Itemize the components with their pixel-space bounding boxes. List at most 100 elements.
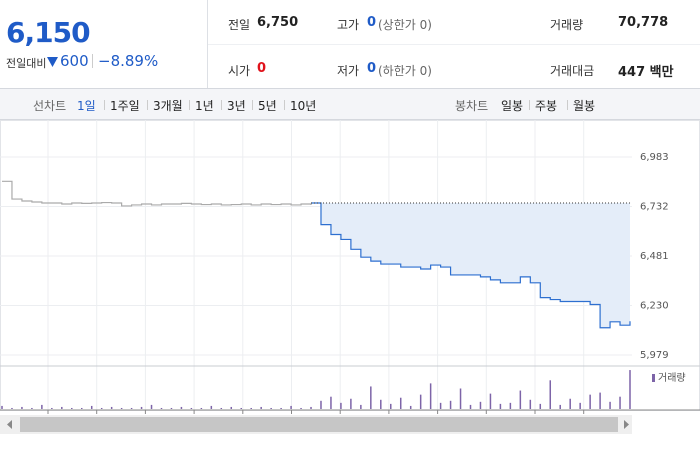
period-tab[interactable]: 1일 bbox=[77, 99, 96, 113]
volume-bar bbox=[519, 390, 522, 409]
period-tab[interactable]: 1주일 bbox=[110, 99, 140, 113]
volume-bar bbox=[559, 404, 561, 409]
volume-bar bbox=[399, 397, 402, 409]
volume-bar bbox=[380, 399, 382, 409]
period-tab[interactable]: 1년 bbox=[195, 99, 214, 113]
volume-bar bbox=[230, 406, 233, 409]
stat-label: 고가 bbox=[337, 18, 360, 32]
y-tick-label: 6,481 bbox=[640, 251, 669, 262]
separator bbox=[147, 100, 148, 110]
volume-bar bbox=[599, 392, 601, 409]
volume-bar bbox=[340, 402, 342, 409]
price-line bbox=[311, 202, 631, 329]
stat-label: 거래량 bbox=[550, 18, 584, 32]
period-tab[interactable]: 3년 bbox=[227, 99, 246, 113]
volume-bar bbox=[80, 407, 83, 409]
separator bbox=[529, 100, 530, 110]
change-label: 전일대비 bbox=[6, 57, 47, 70]
separator bbox=[221, 100, 222, 110]
period-tab[interactable]: 3개월 bbox=[153, 99, 183, 113]
change: 600 bbox=[60, 52, 89, 70]
volume-bar bbox=[240, 407, 242, 409]
volume-bar bbox=[200, 407, 203, 409]
volume-bar bbox=[160, 407, 163, 409]
volume-bar bbox=[609, 401, 611, 409]
volume-bar bbox=[51, 407, 53, 409]
row-divider bbox=[208, 44, 700, 45]
stat-value: 0 bbox=[257, 61, 267, 76]
tab-group-label: 선차트 bbox=[33, 99, 67, 113]
period-tab[interactable]: 10년 bbox=[290, 99, 317, 113]
volume-bar bbox=[220, 407, 223, 409]
volume-bar bbox=[190, 407, 193, 409]
area-fill bbox=[311, 202, 630, 328]
volume-bar bbox=[90, 405, 93, 409]
period-tab[interactable]: 5년 bbox=[258, 99, 277, 113]
volume-bar bbox=[21, 406, 23, 409]
volume-bar bbox=[549, 380, 552, 409]
volume-bar bbox=[140, 406, 143, 409]
volume-bar bbox=[290, 405, 292, 409]
volume-bar bbox=[350, 398, 352, 409]
separator bbox=[567, 100, 568, 110]
volume-bar bbox=[280, 407, 282, 409]
price: 6,150 bbox=[6, 16, 91, 49]
volume-bar bbox=[579, 402, 581, 409]
volume-bar bbox=[130, 407, 133, 409]
stat-note: (하한가 0) bbox=[378, 64, 432, 78]
volume-bar bbox=[170, 407, 173, 409]
volume-bar bbox=[529, 399, 532, 409]
volume-bar bbox=[539, 403, 542, 409]
volume-bar bbox=[120, 407, 123, 409]
y-tick-label: 5,979 bbox=[640, 350, 669, 361]
y-tick-label: 6,732 bbox=[640, 202, 669, 213]
volume-bar bbox=[110, 406, 113, 409]
volume-bar bbox=[270, 407, 272, 409]
stat-label: 전일 bbox=[228, 18, 251, 32]
volume-bar bbox=[61, 406, 63, 409]
volume-bar bbox=[330, 396, 332, 409]
volume-bar bbox=[31, 407, 33, 409]
stat-label: 거래대금 bbox=[550, 64, 595, 78]
stat-value: 6,750 bbox=[257, 15, 299, 30]
stat-value: 0 bbox=[367, 15, 377, 30]
candle-tab[interactable]: 주봉 bbox=[535, 99, 558, 113]
stat-note: (상한가 0) bbox=[378, 18, 432, 32]
volume-bar bbox=[180, 406, 183, 409]
volume-bar bbox=[71, 407, 73, 409]
legend-swatch bbox=[652, 374, 655, 382]
divider bbox=[92, 54, 93, 68]
volume-bar bbox=[310, 406, 312, 409]
volume-bar bbox=[150, 404, 153, 409]
volume-bar bbox=[11, 407, 13, 409]
volume-bar bbox=[300, 407, 302, 409]
scroll-thumb[interactable] bbox=[20, 417, 618, 432]
change-pct: −8.89% bbox=[98, 52, 159, 70]
volume-bar bbox=[469, 404, 472, 409]
price-line bbox=[2, 180, 312, 207]
volume-bar bbox=[360, 404, 362, 409]
volume-bar bbox=[100, 407, 103, 409]
volume-bar bbox=[439, 402, 442, 409]
summary-panel: 6,150 전일대비 600 −8.89% 전일 6,750 고가 0 (상한가 0) 거… bbox=[0, 0, 700, 89]
volume-bar bbox=[370, 386, 372, 409]
y-tick-label: 6,230 bbox=[640, 300, 669, 311]
volume-bar bbox=[429, 383, 432, 409]
candle-tab[interactable]: 월봉 bbox=[573, 99, 596, 113]
stat-value: 0 bbox=[367, 61, 377, 76]
scroll-left[interactable] bbox=[7, 420, 12, 429]
volume-bar bbox=[260, 406, 262, 409]
tab-bar: 선차트 1일 1주일 3개월 1년 3년 5년 10년 봉차트 일봉 주봉 월봉 bbox=[0, 89, 700, 120]
volume-bar bbox=[589, 394, 591, 409]
volume-bar bbox=[619, 396, 621, 409]
volume-legend: 거래량 bbox=[658, 372, 686, 384]
volume-bar bbox=[390, 403, 392, 409]
candle-tab[interactable]: 일봉 bbox=[501, 99, 524, 113]
scroll-right[interactable] bbox=[624, 420, 629, 429]
volume-bar bbox=[459, 388, 462, 409]
volume-bar bbox=[1, 405, 3, 409]
volume-bar bbox=[489, 393, 492, 409]
volume-bar bbox=[629, 370, 631, 409]
divider bbox=[207, 0, 208, 88]
